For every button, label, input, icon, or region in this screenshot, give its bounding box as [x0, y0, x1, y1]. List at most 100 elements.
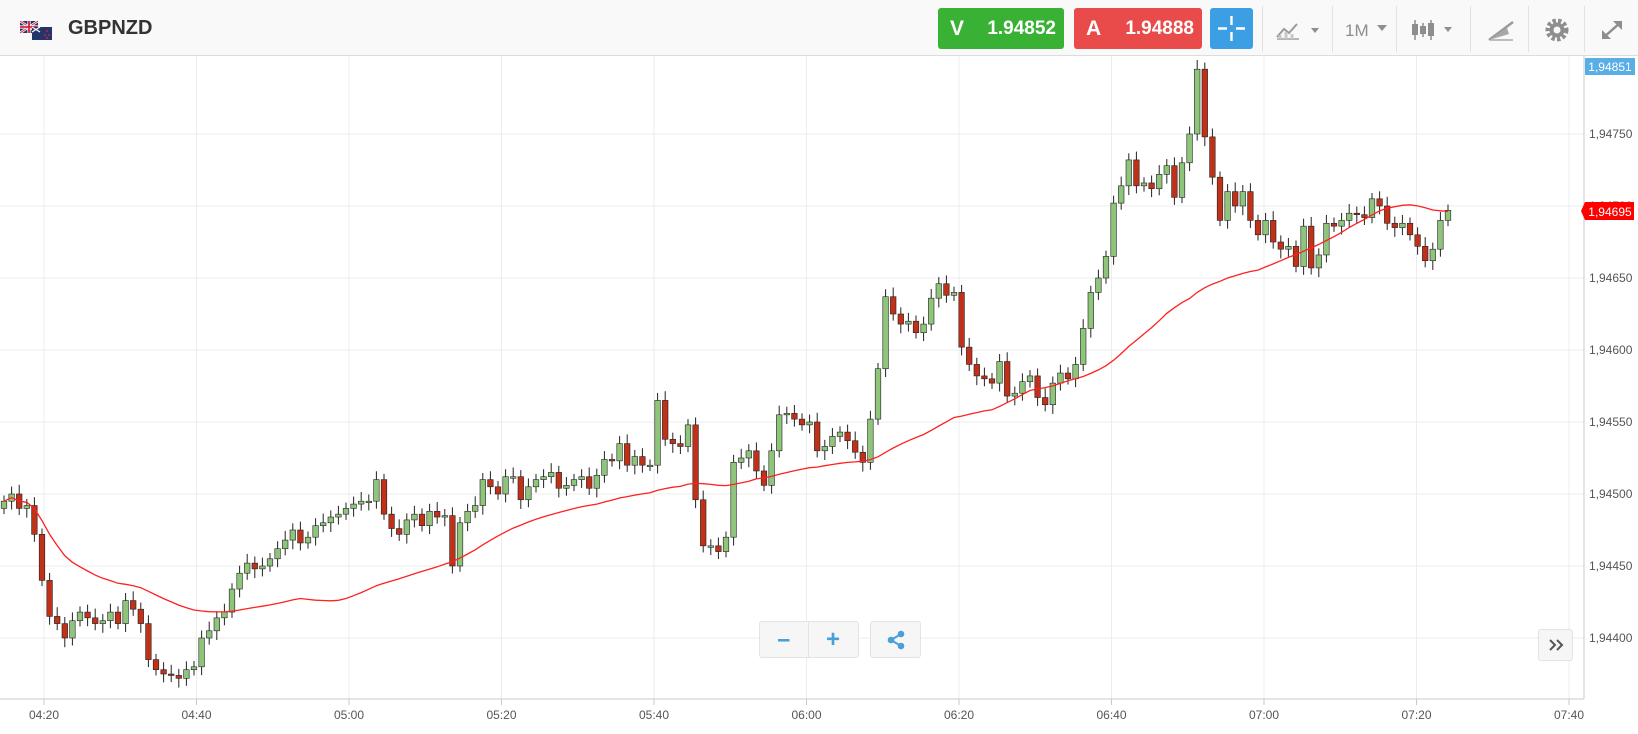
bull-candle [1368, 198, 1376, 218]
bear-candle [31, 505, 38, 535]
bear-candle [1254, 220, 1262, 236]
bull-candle [403, 519, 410, 535]
buy-price-button[interactable]: A 1.94888 [1074, 8, 1202, 49]
crosshair-button[interactable] [1210, 8, 1253, 49]
bull-candle [1087, 292, 1094, 329]
indicators-icon [1276, 23, 1319, 40]
bull-candle [821, 446, 828, 452]
bull-candle [312, 525, 319, 538]
time-axis-labels: 04:20 04:40 05:00 05:20 05:40 06:00 06:20 06:40… [29, 699, 1584, 722]
bull-candle [206, 630, 213, 639]
bull-candle [1285, 246, 1292, 250]
time-tick-label: 06:00 [791, 708, 821, 722]
zoom-in-button[interactable]: + [808, 621, 859, 658]
sell-label: V [950, 17, 965, 40]
timeframe-selector[interactable]: 1M [1332, 6, 1396, 52]
bear-candle [434, 510, 441, 518]
buy-price: 1.94888 [1125, 18, 1194, 39]
bear-candle [145, 623, 152, 660]
scroll-to-latest-button[interactable] [1538, 629, 1573, 661]
bull-candle [920, 323, 927, 334]
bull-candle [289, 529, 296, 541]
bear-candle [890, 296, 897, 315]
settings-button[interactable] [1528, 6, 1584, 52]
bear-candle [1422, 246, 1429, 262]
bear-candle [1414, 234, 1421, 247]
bull-candle [1178, 162, 1186, 198]
bull-candle [1300, 225, 1307, 267]
sell-price-button[interactable]: V 1.94852 [938, 8, 1064, 49]
bear-candle [966, 346, 973, 365]
bull-candle [282, 539, 289, 550]
bull-candle [935, 283, 942, 299]
bear-candle [1133, 159, 1140, 187]
time-tick-label: 06:40 [1096, 708, 1126, 722]
price-tick-label: 1,94500 [1589, 487, 1633, 501]
bull-candle [730, 462, 737, 538]
bull-candle [320, 522, 327, 526]
price-tick-label: 1,94550 [1589, 415, 1633, 429]
price-chart[interactable]: 1,947501,947001,946501,946001,945501,945… [0, 56, 1638, 734]
bear-candle [175, 675, 182, 679]
bull-candle [950, 292, 958, 296]
last-price-marker: 1,94695 [1581, 202, 1634, 220]
bear-candle [487, 479, 494, 488]
bull-candle [304, 536, 312, 544]
bull-candle [996, 361, 1003, 384]
bull-candle [1072, 364, 1079, 380]
bull-candle [593, 474, 600, 489]
bull-candle [76, 611, 84, 622]
bear-candle [662, 400, 669, 440]
bull-candle [768, 450, 775, 486]
bull-candle [1444, 210, 1452, 221]
bull-candle [646, 464, 654, 468]
bear-candle [1064, 372, 1072, 380]
bear-candle [639, 456, 646, 466]
bear-candle [130, 600, 137, 610]
bull-candle [358, 500, 365, 505]
share-button[interactable] [870, 621, 921, 658]
bear-candle [1171, 165, 1178, 198]
bear-candle [798, 418, 806, 426]
bull-candle [510, 476, 517, 479]
gear-icon [1545, 18, 1569, 42]
indicators-button[interactable] [1262, 6, 1332, 52]
bear-candle [152, 659, 160, 670]
bull-candle [99, 620, 106, 624]
bull-candle [1239, 191, 1246, 207]
share-icon [887, 630, 905, 650]
bull-candle [373, 479, 380, 502]
zoom-in-icon: + [826, 626, 841, 653]
instrument-symbol: GBPNZD [68, 17, 153, 39]
price-tick-label: 1,94400 [1589, 631, 1633, 645]
candlestick-series [0, 59, 1452, 688]
bull-candle [107, 611, 114, 622]
bear-candle [160, 669, 167, 675]
bull-candle [228, 588, 236, 613]
bear-candle [92, 617, 99, 624]
bear-candle [669, 438, 676, 444]
bull-candle [707, 545, 714, 548]
bull-candle [1125, 159, 1132, 187]
fullscreen-icon [1602, 21, 1622, 39]
time-tick-label: 05:40 [639, 708, 669, 722]
bull-candle [1080, 328, 1087, 365]
bear-candle [1391, 222, 1398, 228]
zoom-out-button[interactable]: − [759, 621, 809, 658]
bear-candle [380, 479, 388, 515]
drawing-tools-button[interactable] [1470, 6, 1528, 52]
bull-candle [1315, 254, 1322, 269]
bull-candle [342, 508, 350, 515]
bear-candle [555, 472, 562, 489]
bull-candle [1019, 381, 1026, 394]
bull-candle [631, 456, 638, 466]
time-tick-label: 07:40 [1554, 708, 1584, 722]
bull-candle [479, 479, 486, 506]
chart-type-selector[interactable] [1396, 6, 1470, 52]
fullscreen-button[interactable] [1584, 6, 1638, 52]
sell-price: 1.94852 [987, 18, 1056, 39]
bear-candle [700, 499, 707, 547]
time-tick-label: 04:40 [181, 708, 211, 722]
bull-candle [601, 459, 608, 476]
ask-price-label: 1,94851 [1588, 60, 1632, 74]
